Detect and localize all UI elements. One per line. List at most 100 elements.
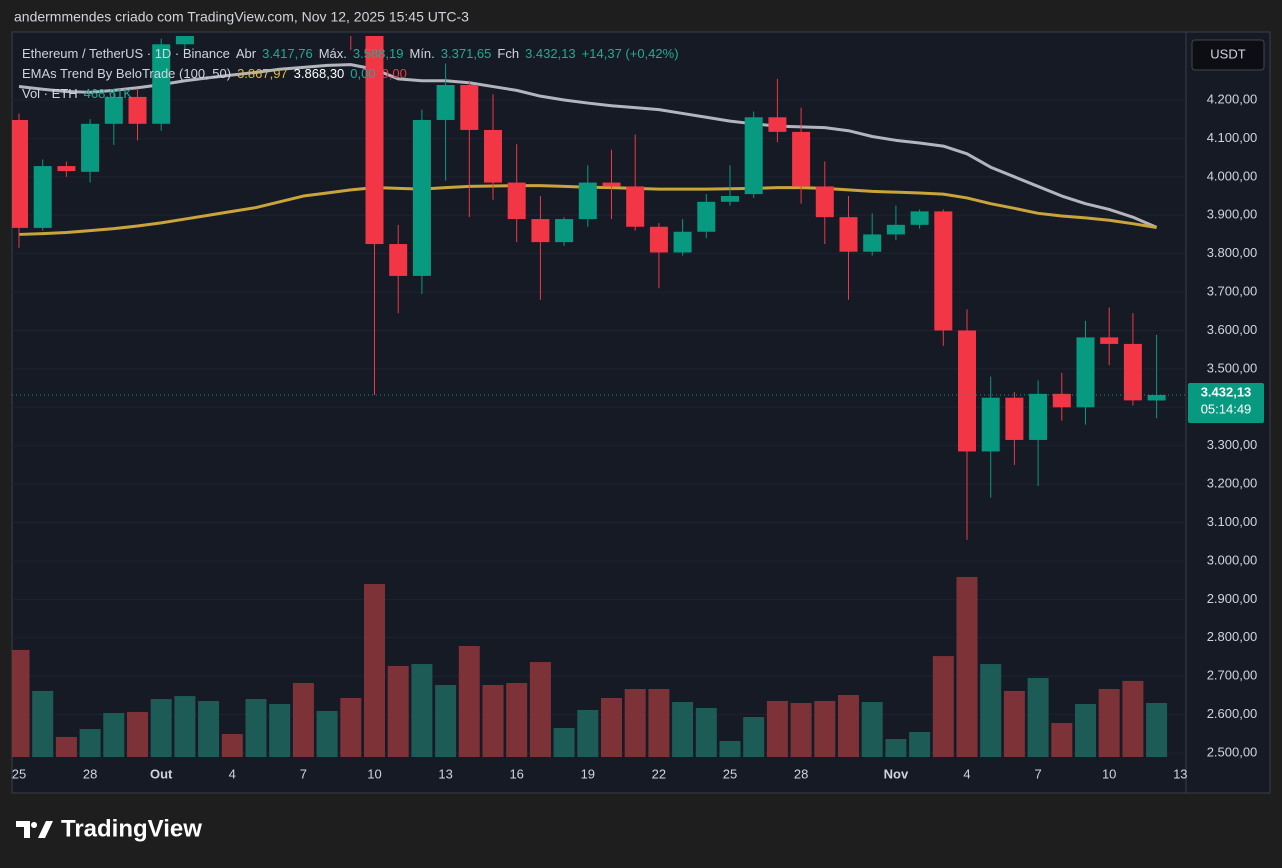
candle-body [910, 211, 929, 225]
volume-bar [221, 733, 243, 757]
candle-body [555, 219, 574, 243]
x-tick-label: 25 [12, 766, 26, 781]
label: Fch [497, 46, 520, 61]
candle-body [958, 330, 976, 452]
countdown: 05:14:49 [1201, 401, 1252, 416]
candle-body [531, 219, 550, 243]
header: andermmendes criado com TradingView.com,… [14, 9, 469, 25]
volume-bar [269, 703, 291, 757]
candle-body [863, 234, 882, 252]
candle-body [152, 44, 171, 124]
candle-body [365, 36, 384, 245]
x-tick-label: 19 [581, 766, 595, 781]
candle-body [1005, 397, 1024, 440]
volume-bar [932, 656, 954, 757]
candle-body [721, 196, 739, 202]
volume-bar [435, 684, 457, 757]
y-tick-label: 2.900,00 [1207, 591, 1258, 606]
candle-body [886, 224, 905, 235]
volume-bar [292, 683, 314, 757]
x-tick-label: 28 [794, 766, 808, 781]
volume-bar [150, 699, 172, 757]
candle-body [104, 96, 123, 124]
volume-bar [506, 683, 528, 757]
volume-bar [55, 736, 77, 757]
y-tick-label: 2.800,00 [1207, 629, 1258, 644]
volume-label: Vol · ETH [22, 86, 78, 101]
volume-bar [672, 702, 694, 757]
volume-bar [909, 731, 931, 757]
volume-bar [1003, 690, 1025, 757]
volume-bar [743, 717, 765, 757]
volume-bar [956, 577, 978, 757]
candle-body [1147, 394, 1166, 401]
volume-bar [885, 739, 907, 757]
label: Máx. [318, 46, 347, 61]
value: 0,00 [350, 66, 376, 81]
legend-row: Ethereum / TetherUS · 1D · Binance Abr 3.4… [22, 44, 685, 64]
value: 3.588,19 [352, 46, 404, 61]
candle-body [12, 119, 28, 228]
label: Mín. [409, 46, 435, 61]
legend: Ethereum / TetherUS · 1D · Binance Abr 3.4… [22, 44, 685, 104]
candle-body [318, 0, 336, 4]
candle-body [81, 123, 100, 172]
volume-bar [482, 684, 504, 757]
x-tick-label: 28 [83, 766, 97, 781]
candle-body [460, 85, 479, 130]
y-tick-label: 4.000,00 [1207, 168, 1258, 183]
value: 3.417,76 [262, 46, 313, 61]
ema-line [18, 63, 1158, 229]
candle-body [128, 96, 147, 124]
volume-bar [624, 689, 646, 757]
volume-bar [766, 700, 788, 757]
volume-bar [648, 689, 670, 757]
y-tick-label: 3.000,00 [1207, 552, 1258, 567]
volume-bar [198, 700, 220, 757]
volume-bar [1146, 702, 1168, 757]
x-tick-label: 13 [1173, 766, 1187, 781]
volume-bar [861, 702, 883, 757]
candle-body [389, 244, 408, 276]
candle-body [673, 231, 692, 253]
volume-bar [790, 702, 812, 757]
y-tick-label: 2.700,00 [1207, 668, 1258, 683]
candle-body [294, 0, 312, 4]
volume-bar [814, 700, 836, 757]
volume-bar [838, 695, 859, 757]
chart-frame [11, 31, 1271, 794]
volume-bar [174, 696, 196, 757]
candle-body [602, 182, 621, 187]
value: 3.867,97 [237, 66, 288, 81]
x-tick-label: Out [150, 766, 173, 781]
volume-bar [12, 649, 30, 757]
candle-body [649, 226, 668, 253]
volume-bar [1027, 677, 1049, 757]
volume-bar [458, 646, 480, 757]
legend-row: EMAs Trend By BeloTrade (100, 50) 3.867,9… [22, 64, 685, 84]
volume-bar [127, 711, 148, 757]
currency-button[interactable] [1191, 39, 1265, 71]
indicator: EMAs Trend By BeloTrade (100, 50) [22, 66, 232, 81]
volume-bar [79, 728, 101, 757]
value: 0,00 [381, 66, 407, 81]
volume-bar [103, 712, 125, 757]
candle-body [839, 217, 858, 252]
candle-body [626, 186, 645, 227]
logo: TradingView [16, 815, 202, 842]
volume-bar [1051, 723, 1073, 757]
x-tick-label: 4 [229, 766, 236, 781]
candle-body [768, 117, 787, 132]
y-tick-label: 3.100,00 [1207, 514, 1258, 529]
label: Abr [235, 46, 257, 61]
y-tick-label: 3.900,00 [1207, 207, 1258, 222]
candle-body [1076, 337, 1095, 408]
volume-bar [1075, 703, 1096, 757]
volume-bar [695, 708, 717, 757]
x-tick-label: 22 [652, 766, 666, 781]
candle-body [33, 166, 52, 228]
candle-body [484, 129, 502, 183]
volume-bar [553, 727, 575, 757]
y-tick-label: 4.100,00 [1207, 130, 1258, 145]
